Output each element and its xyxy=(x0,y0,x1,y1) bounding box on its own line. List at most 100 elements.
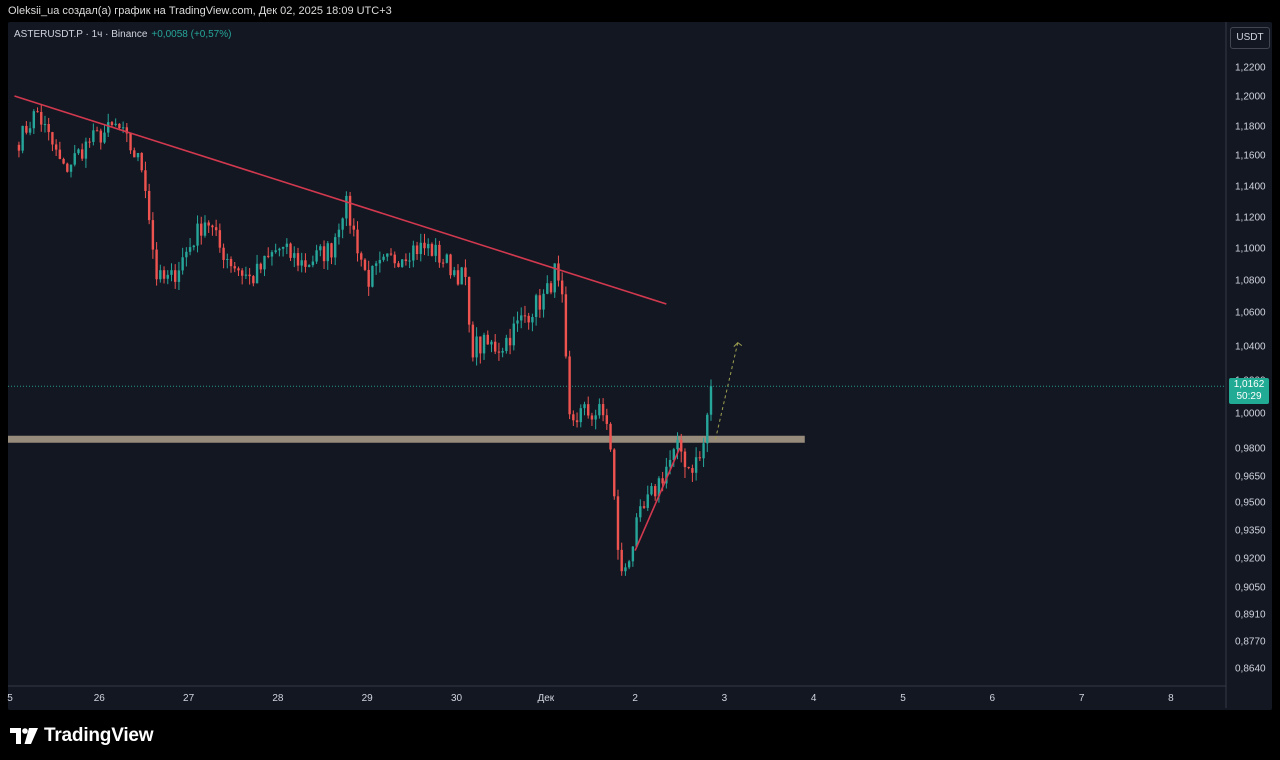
candle-body xyxy=(665,466,668,484)
candle-body xyxy=(99,130,102,143)
candle-body xyxy=(252,276,255,284)
y-tick-label: 1,1400 xyxy=(1235,182,1266,193)
candle-body xyxy=(605,415,609,424)
candle-body xyxy=(352,225,356,230)
y-tick-label: 0,9500 xyxy=(1235,498,1266,509)
tradingview-logo[interactable]: TradingView xyxy=(10,722,154,750)
support-zone xyxy=(8,435,805,443)
x-tick-label: 8 xyxy=(1168,693,1174,704)
candle-body xyxy=(702,443,705,459)
candle-body xyxy=(627,561,631,568)
candle-body xyxy=(304,260,307,267)
candle-body xyxy=(218,230,222,248)
candle-body xyxy=(620,549,623,572)
candle-body xyxy=(587,404,590,416)
x-tick-label: 2 xyxy=(632,693,638,704)
candle-body xyxy=(493,341,497,352)
candle-body xyxy=(192,245,196,248)
candle-body xyxy=(698,457,702,459)
candle-body xyxy=(125,127,129,134)
candle-body xyxy=(278,248,281,251)
candle-body xyxy=(174,270,177,282)
tradingview-logo-icon xyxy=(10,728,38,744)
x-tick-label: 4 xyxy=(811,693,817,704)
candle-body xyxy=(676,439,679,450)
x-tick-label: 28 xyxy=(272,693,284,704)
candle-body xyxy=(69,164,73,172)
candle-body xyxy=(371,265,374,287)
candle-body xyxy=(311,261,315,266)
candle-body xyxy=(188,247,192,252)
candle-body xyxy=(151,220,155,250)
candle-body xyxy=(244,274,248,276)
candle-body xyxy=(237,268,240,271)
candle-body xyxy=(501,351,504,353)
candle-body xyxy=(579,408,582,423)
candle-body xyxy=(77,149,80,154)
currency-button[interactable]: USDT xyxy=(1230,27,1270,49)
x-tick-label: 30 xyxy=(451,693,463,704)
projection-arrowhead xyxy=(733,341,743,347)
x-tick-label: 27 xyxy=(183,693,195,704)
projection-arrow xyxy=(714,342,739,440)
candle-body xyxy=(553,263,556,293)
y-tick-label: 0,9650 xyxy=(1235,472,1266,483)
candle-body xyxy=(631,546,635,562)
candles-layer xyxy=(17,105,713,576)
candle-body xyxy=(680,439,683,452)
candle-body xyxy=(177,270,181,282)
candle-body xyxy=(609,423,612,450)
candle-body xyxy=(229,259,233,267)
candle-body xyxy=(434,244,437,256)
candle-body xyxy=(404,259,408,262)
candle-body xyxy=(203,222,207,236)
candle-body xyxy=(170,270,173,275)
chart-frame xyxy=(8,22,1272,710)
symbol-legend[interactable]: ASTERUSDT.P · 1ч · Binance +0,0058 (+0,57… xyxy=(14,29,231,40)
candle-body xyxy=(103,132,106,143)
candle-body xyxy=(162,270,166,279)
candle-body xyxy=(147,190,151,221)
tradingview-wordmark: TradingView xyxy=(44,725,154,746)
y-tick-label: 1,0400 xyxy=(1235,342,1266,353)
y-tick-label: 0,9350 xyxy=(1235,526,1266,537)
y-tick-label: 0,9200 xyxy=(1235,554,1266,565)
candle-body xyxy=(140,152,143,171)
candle-body xyxy=(341,218,344,230)
candle-body xyxy=(214,227,218,231)
uptrend-line xyxy=(634,447,681,551)
candle-body xyxy=(360,253,363,260)
y-tick-label: 0,9800 xyxy=(1235,444,1266,455)
x-tick-label: 29 xyxy=(362,693,374,704)
y-tick-label: 1,2000 xyxy=(1235,92,1266,103)
candle-body xyxy=(397,263,400,267)
candle-body xyxy=(523,315,527,317)
candle-body xyxy=(534,295,538,318)
candle-body xyxy=(80,149,84,159)
candle-body xyxy=(54,144,58,150)
candle-body xyxy=(155,249,158,280)
candle-body xyxy=(389,253,393,255)
y-tick-label: 1,1000 xyxy=(1235,244,1266,255)
candle-body xyxy=(613,449,616,497)
candle-body xyxy=(110,122,114,125)
candle-body xyxy=(438,244,441,263)
y-tick-label: 1,1600 xyxy=(1235,151,1266,162)
y-tick-label: 0,8770 xyxy=(1235,637,1266,648)
candle-body xyxy=(58,149,62,159)
y-tick-label: 1,0600 xyxy=(1235,308,1266,319)
candle-body xyxy=(512,323,516,346)
candle-body xyxy=(709,386,713,415)
candle-body xyxy=(646,494,649,508)
candle-body xyxy=(118,123,121,129)
candle-body xyxy=(28,128,32,133)
candle-body xyxy=(583,404,586,409)
candle-body xyxy=(326,243,329,262)
candle-body xyxy=(345,195,348,219)
candle-body xyxy=(159,270,162,280)
candle-body xyxy=(475,336,478,358)
axis-layer: 1,2200 1,2000 1,1800 1,1600 1,1400 1,1200 1,10… xyxy=(7,22,1266,708)
candle-body xyxy=(653,486,657,497)
candle-body xyxy=(575,420,579,423)
